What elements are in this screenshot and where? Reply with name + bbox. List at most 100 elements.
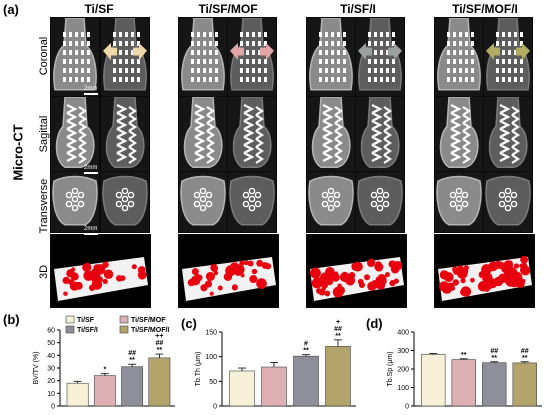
y-tick-label: 30 [47, 366, 55, 373]
group-title-4: Ti/SF/MOF/I [452, 2, 518, 16]
micro-ct-coronal-tile [178, 17, 228, 97]
micro-ct-transverse-tile [178, 171, 228, 233]
scale-bar-label: 2mm [84, 226, 98, 232]
legend-label: Ti/SF/MOF [131, 317, 166, 324]
micro-ct-coronal-tile [50, 17, 100, 97]
significance-label: ** [157, 347, 163, 354]
y-tick-label: 0 [213, 404, 217, 411]
panel-c-letter: (c) [181, 316, 197, 331]
micro-ct-3d-tile [178, 234, 279, 308]
y-axis-label: Tb.Th (μm) [195, 352, 202, 387]
micro-ct-sagittal-tile [227, 96, 277, 172]
micro-ct-3d-tile [434, 234, 535, 308]
bar [229, 370, 255, 407]
bar [66, 382, 89, 407]
panel-d-letter: (d) [366, 316, 383, 331]
micro-ct-coronal-tile [100, 17, 150, 97]
micro-ct-sagittal-tile [50, 96, 100, 172]
micro-ct-sagittal-tile [434, 96, 484, 172]
micro-ct-sagittal-tile [100, 96, 150, 172]
micro-ct-3d-tile [306, 234, 407, 308]
significance-label: ** [522, 355, 528, 362]
bar [121, 366, 144, 407]
y-tick-label: 300 [397, 348, 409, 355]
micro-ct-label: Micro-CT [10, 124, 26, 181]
micro-ct-transverse-tile [306, 171, 356, 233]
bar [93, 375, 116, 407]
micro-ct-coronal-tile [483, 17, 533, 97]
micro-ct-coronal-tile [306, 17, 356, 97]
significance-label: ## [155, 340, 163, 347]
micro-ct-transverse-tile [227, 171, 277, 233]
significance-label: * [104, 367, 107, 374]
micro-ct-transverse-tile [100, 171, 150, 233]
significance-label: ** [129, 357, 135, 364]
significance-label: ## [490, 348, 498, 355]
y-tick-label: 50 [47, 340, 55, 347]
significance-label: ## [521, 348, 529, 355]
significance-label: ** [303, 348, 309, 355]
bar [421, 354, 446, 407]
bar [512, 362, 537, 407]
y-tick-label: 0 [51, 404, 55, 411]
y-tick-label: 0 [405, 404, 409, 411]
y-tick-label: 40 [47, 353, 55, 360]
legend-label: Ti/SF [77, 317, 95, 324]
bar [451, 359, 476, 407]
micro-ct-coronal-tile [227, 17, 277, 97]
y-tick-label: 100 [205, 354, 217, 361]
micro-ct-sagittal-tile [355, 96, 405, 172]
significance-label: # [304, 341, 308, 348]
row-label-3d: 3D [38, 264, 50, 280]
significance-label: ++ [155, 333, 163, 340]
y-tick-label: 400 [397, 330, 409, 337]
y-tick-label: 20 [47, 378, 55, 385]
legend-swatch [65, 315, 75, 324]
significance-label: ## [334, 326, 342, 333]
row-label-sagittal: Sagittal [38, 115, 50, 153]
bar [261, 366, 287, 407]
micro-ct-transverse-tile [434, 171, 484, 233]
bar [293, 355, 319, 407]
y-tick-label: 150 [205, 330, 217, 337]
scale-bar-label: 2mm [84, 165, 98, 171]
micro-ct-sagittal-tile [178, 96, 228, 172]
y-tick-label: 100 [397, 385, 409, 392]
y-tick-label: 200 [397, 367, 409, 374]
bar [148, 357, 171, 407]
row-label-coronal: Coronal [38, 36, 50, 76]
micro-ct-transverse-tile [483, 171, 533, 233]
legend-label: Ti/SF/MOF/I [131, 327, 169, 334]
legend-swatch [119, 325, 129, 334]
y-axis-label: Tb.Sp (μm) [387, 351, 394, 386]
bar [482, 362, 507, 407]
legend-swatch [119, 315, 129, 324]
significance-label: ** [492, 355, 498, 362]
micro-ct-sagittal-tile [306, 96, 356, 172]
scale-bar-label: 2mm [84, 86, 98, 92]
micro-ct-transverse-tile [50, 171, 100, 233]
micro-ct-coronal-tile [355, 17, 405, 97]
y-tick-label: 60 [47, 328, 55, 335]
bar [325, 346, 351, 407]
scale-bar-coronal: 2mm [84, 86, 98, 95]
scale-bar-sagittal: 2mm [84, 165, 98, 174]
legend-swatch [65, 325, 75, 334]
y-tick-label: 50 [209, 379, 217, 386]
micro-ct-3d-tile [50, 234, 151, 308]
panel-b-letter: (b) [3, 312, 20, 327]
row-label-transverse: Transverse [38, 178, 50, 234]
group-title-1: Ti/SF [84, 2, 114, 16]
y-tick-label: 10 [47, 391, 55, 398]
group-title-3: Ti/SF/I [340, 2, 376, 16]
scale-bar-transverse: 2mm [84, 226, 98, 235]
significance-label: ## [128, 350, 136, 357]
legend-label: Ti/SF/I [77, 327, 98, 334]
significance-label: ** [461, 352, 467, 359]
panel-a-letter: (a) [3, 2, 19, 17]
group-title-2: Ti/SF/MOF [198, 2, 258, 16]
y-axis-label: BV/TV (%) [33, 351, 40, 384]
